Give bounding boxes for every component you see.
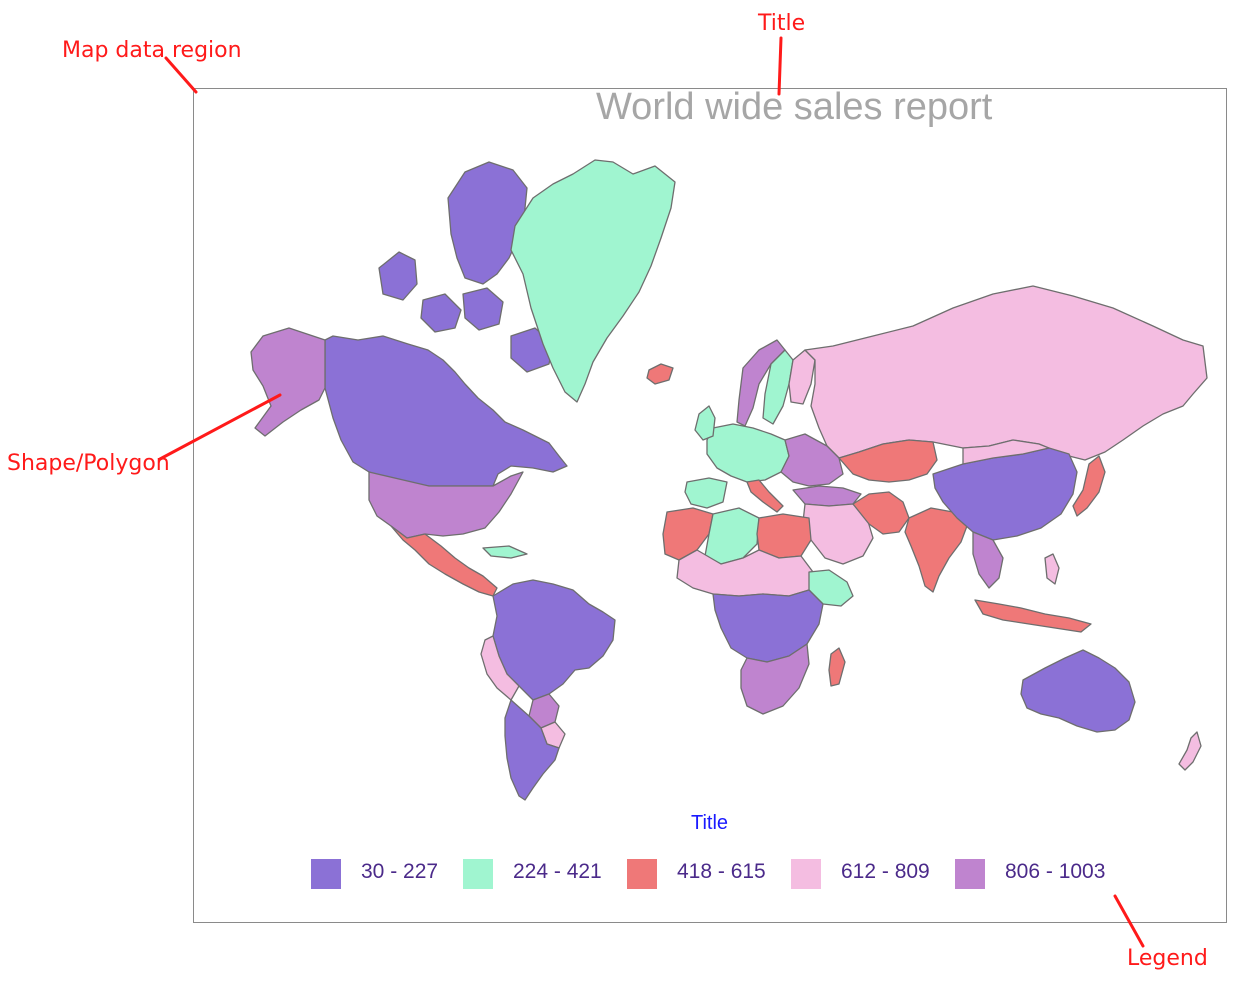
shape-usa[interactable] [368, 471, 524, 539]
shape-philippines[interactable] [1044, 553, 1060, 585]
shape-peru[interactable] [480, 635, 520, 701]
shape-russia[interactable] [804, 285, 1208, 461]
shape-madagascar[interactable] [828, 647, 846, 687]
world-map [250, 159, 1208, 801]
legend-title: Title [691, 812, 729, 834]
shape-se-asia[interactable] [972, 531, 1004, 589]
shape-alaska[interactable] [250, 327, 326, 437]
shape-finland[interactable] [788, 349, 816, 405]
shape-mongolia[interactable] [962, 439, 1050, 465]
legend-label: 30 - 227 [361, 860, 439, 883]
shape-western-europe[interactable] [706, 423, 790, 483]
shape-sweden[interactable] [762, 349, 794, 425]
annotation-title: Title [758, 11, 806, 36]
shape-australia[interactable] [1020, 649, 1136, 733]
shape-sahel[interactable] [676, 549, 814, 597]
shape-indonesia[interactable] [974, 599, 1092, 633]
shape-iberia[interactable] [684, 477, 728, 509]
shape-uk[interactable] [694, 405, 716, 441]
legend-swatch [627, 859, 657, 889]
arrow-map-data-region [164, 56, 198, 94]
shape-eastern-europe[interactable] [780, 433, 844, 487]
shape-japan[interactable] [1072, 455, 1106, 517]
annotation-map-data-region: Map data region [62, 38, 242, 63]
legend-swatch [311, 859, 341, 889]
shape-iceland[interactable] [646, 363, 674, 385]
shape-india[interactable] [904, 507, 968, 593]
legend-label: 806 - 1003 [1005, 860, 1106, 883]
shape-mexico[interactable] [390, 525, 498, 597]
shape-libya-egypt[interactable] [756, 513, 812, 559]
shape-south-america-south[interactable] [504, 699, 560, 801]
legend-label: 224 - 421 [513, 860, 602, 883]
legend-label: 612 - 809 [841, 860, 930, 883]
shape-cuba[interactable] [482, 545, 528, 559]
shape-greenland[interactable] [510, 159, 676, 403]
shape-southern-africa[interactable] [740, 643, 810, 715]
annotation-legend: Legend [1127, 946, 1208, 971]
legend-label: 418 - 615 [677, 860, 766, 883]
legend-swatch [791, 859, 821, 889]
shape-central-asia[interactable] [838, 439, 938, 483]
shape-turkey[interactable] [792, 485, 862, 507]
shape-canada[interactable] [324, 335, 568, 487]
legend-swatch [463, 859, 493, 889]
shape-italy[interactable] [746, 479, 784, 513]
shape-new-zealand[interactable] [1178, 731, 1202, 771]
legend-swatch [955, 859, 985, 889]
map-title: World wide sales report [596, 86, 993, 128]
map-data-region [193, 88, 1227, 923]
annotation-shape-polygon: Shape/Polygon [7, 451, 170, 476]
shape-canada-islands[interactable] [378, 161, 554, 373]
